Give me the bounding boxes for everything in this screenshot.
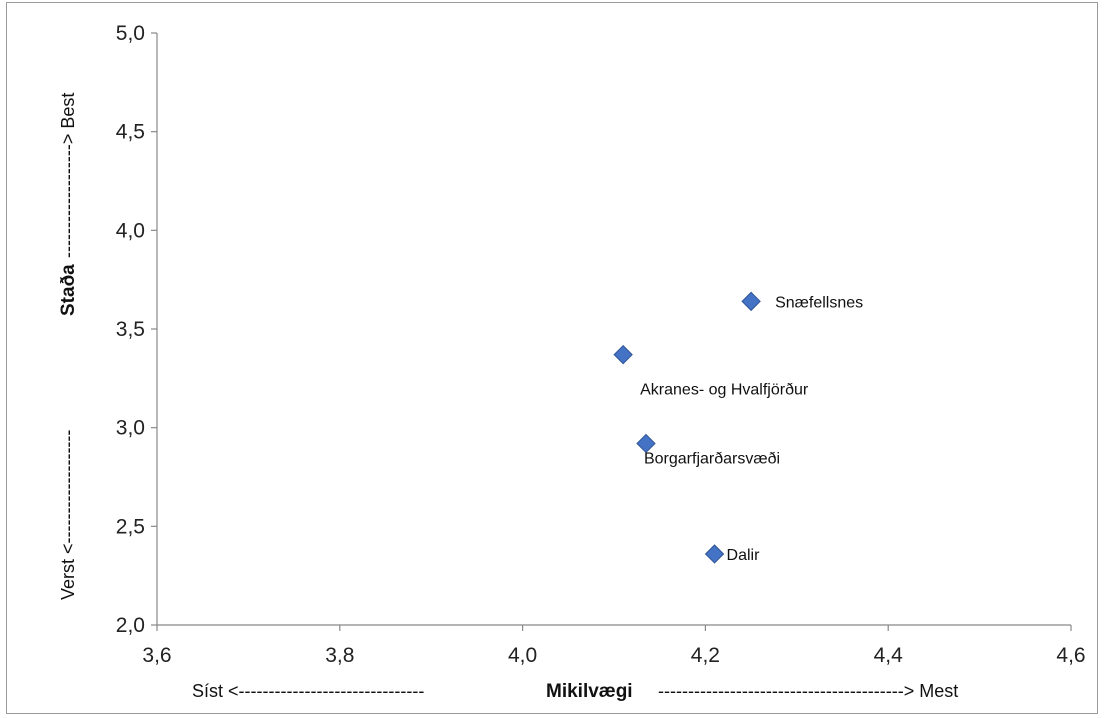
y-tick-label: 3,5 <box>116 318 145 341</box>
chart-frame <box>6 2 1098 714</box>
x-tick-label: 4,2 <box>691 644 720 667</box>
diamond-marker <box>741 291 761 312</box>
x-tick-label: 4,4 <box>874 644 904 667</box>
diamond-marker <box>704 544 725 564</box>
data-point-label: Dalir <box>727 547 761 564</box>
data-point: Akranes- og Hvalfjörður <box>613 344 809 399</box>
diamond-marker <box>613 344 633 365</box>
data-point-label: Akranes- og Hvalfjörður <box>640 382 809 399</box>
y-tick-label: 5,0 <box>116 22 145 45</box>
data-point-label: Snæfellsnes <box>775 294 863 311</box>
data-point: Snæfellsnes <box>741 291 863 312</box>
y-tick-label: 4,5 <box>116 121 145 144</box>
x-axis-label-right: ----------------------------------------… <box>658 681 958 701</box>
y-tick-label: 3,0 <box>116 417 145 440</box>
x-axis-label-center: Mikilvægi <box>546 681 633 702</box>
x-axis-label-left: Síst <------------------------------- <box>192 681 424 701</box>
axes <box>151 32 1072 631</box>
x-tick-label: 3,6 <box>142 644 171 667</box>
x-tick-label: 4,6 <box>1056 644 1085 667</box>
y-axis-label-top: -------------------> Best <box>58 93 78 258</box>
diamond-marker <box>636 433 656 454</box>
x-tick-label: 3,8 <box>325 644 354 667</box>
x-tick-label: 4,0 <box>508 644 537 667</box>
y-tick-label: 2,5 <box>116 515 145 538</box>
tick-labels: 2,0 2,5 3,0 3,5 4,0 4,5 5,0 3,6 3,8 4,0 4,2 4,4 4,6 <box>116 22 1086 667</box>
data-point: Borgarfjarðarsvæði <box>636 433 780 467</box>
y-tick-label: 2,0 <box>116 614 145 637</box>
y-axis-label-center: Staða <box>58 264 79 316</box>
y-axis-label-bottom: Verst <------------------- <box>58 430 78 600</box>
data-point-label: Borgarfjarðarsvæði <box>644 450 780 467</box>
y-tick-label: 4,0 <box>116 219 145 242</box>
data-point: Dalir <box>704 544 761 564</box>
data-points: Snæfellsnes Akranes- og Hvalfjörður Borgar… <box>613 291 863 564</box>
